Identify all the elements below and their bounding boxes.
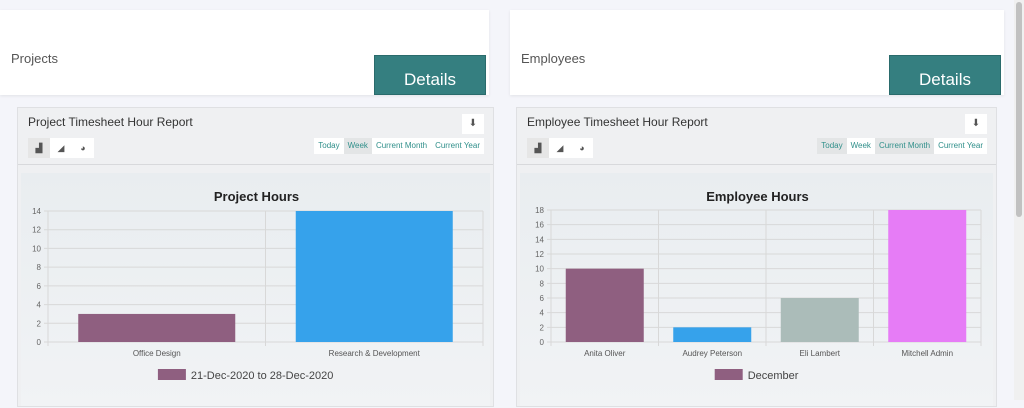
pie-chart-icon[interactable]: ◕ xyxy=(579,143,585,153)
area-chart-icon[interactable]: ◢ xyxy=(57,143,65,153)
x-tick-label: Mitchell Admin xyxy=(901,349,953,358)
bar[interactable] xyxy=(78,313,236,342)
y-tick-label: 14 xyxy=(32,207,41,216)
y-tick-label: 8 xyxy=(37,263,42,272)
projects-label: Projects xyxy=(11,51,58,66)
y-tick-label: 4 xyxy=(37,301,42,310)
y-tick-label: 18 xyxy=(535,206,544,215)
chart-title: Employee Hours xyxy=(706,189,809,204)
divider xyxy=(517,164,996,165)
x-tick-label: Research & Development xyxy=(329,349,421,358)
employees-label: Employees xyxy=(521,51,586,66)
y-tick-label: 8 xyxy=(540,279,545,288)
x-tick-label: Eli Lambert xyxy=(800,349,841,358)
chart-type-switcher: ▟ ◢ ◕ xyxy=(527,138,593,158)
bar[interactable] xyxy=(295,211,453,342)
y-tick-label: 16 xyxy=(535,221,544,230)
bar-chart: Project Hours 0 2 4 6 8 10 12 14 Office Design Res… xyxy=(32,189,484,382)
x-tick-label: Audrey Peterson xyxy=(682,349,742,358)
legend-label[interactable]: December xyxy=(748,370,799,382)
y-tick-label: 12 xyxy=(535,250,544,259)
projects-card: Projects Details xyxy=(0,10,489,95)
y-tick-label: 12 xyxy=(32,226,41,235)
employees-details-button[interactable]: Details xyxy=(889,55,1001,95)
scrollbar-thumb[interactable] xyxy=(1016,2,1022,217)
download-icon[interactable]: ⬇ xyxy=(462,114,484,134)
legend-swatch xyxy=(714,369,743,380)
bar-chart-icon[interactable]: ▟ xyxy=(527,138,549,158)
bar-chart-icon[interactable]: ▟ xyxy=(28,138,50,158)
y-tick-label: 14 xyxy=(535,235,544,244)
chart-title: Project Hours xyxy=(214,189,299,204)
projects-details-button[interactable]: Details xyxy=(374,55,486,95)
pie-chart-icon[interactable]: ◕ xyxy=(80,143,86,153)
bar[interactable] xyxy=(565,268,644,342)
bar[interactable] xyxy=(888,210,967,342)
divider xyxy=(18,164,493,165)
range-week-button[interactable]: Week xyxy=(343,138,372,154)
y-tick-label: 4 xyxy=(540,309,545,318)
x-tick-label: Anita Oliver xyxy=(584,349,626,358)
range-filter: Today Week Current Month Current Year xyxy=(314,138,484,154)
range-current-year-button[interactable]: Current Year xyxy=(938,141,983,150)
download-icon[interactable]: ⬇ xyxy=(965,114,987,134)
y-tick-label: 0 xyxy=(37,338,42,347)
employee-report-panel: Employee Timesheet Hour Report ⬇ ▟ ◢ ◕ Toda… xyxy=(516,107,997,407)
bar[interactable] xyxy=(673,327,752,342)
y-tick-label: 0 xyxy=(540,338,545,347)
legend-swatch xyxy=(157,369,186,380)
range-today-button[interactable]: Today xyxy=(817,138,847,154)
range-filter: Today Week Current Month Current Year xyxy=(817,138,987,154)
y-tick-label: 2 xyxy=(37,319,42,328)
y-tick-label: 6 xyxy=(540,294,545,303)
range-today-button[interactable]: Today xyxy=(318,141,340,150)
scrollbar[interactable] xyxy=(1014,0,1024,400)
legend-label[interactable]: 21-Dec-2020 to 28-Dec-2020 xyxy=(191,370,333,382)
range-week-button[interactable]: Week xyxy=(850,141,871,150)
employees-card: Employees Details xyxy=(510,10,1004,95)
range-current-month-button[interactable]: Current Month xyxy=(375,141,428,150)
y-tick-label: 2 xyxy=(540,323,545,332)
panel-title: Employee Timesheet Hour Report xyxy=(527,115,708,129)
area-chart-icon[interactable]: ◢ xyxy=(556,143,564,153)
y-tick-label: 10 xyxy=(32,244,41,253)
range-current-year-button[interactable]: Current Year xyxy=(435,141,480,150)
panel-title: Project Timesheet Hour Report xyxy=(28,115,193,129)
range-current-month-button[interactable]: Current Month xyxy=(874,138,935,154)
x-tick-label: Office Design xyxy=(133,349,181,358)
project-report-panel: Project Timesheet Hour Report ⬇ ▟ ◢ ◕ Today… xyxy=(17,107,494,407)
chart-type-switcher: ▟ ◢ ◕ xyxy=(28,138,94,158)
bar[interactable] xyxy=(780,298,859,342)
y-tick-label: 10 xyxy=(535,265,544,274)
y-tick-label: 6 xyxy=(37,282,42,291)
bar-chart: Employee Hours 0 2 4 6 8 10 12 14 16 18 Anita Olive… xyxy=(535,189,982,382)
